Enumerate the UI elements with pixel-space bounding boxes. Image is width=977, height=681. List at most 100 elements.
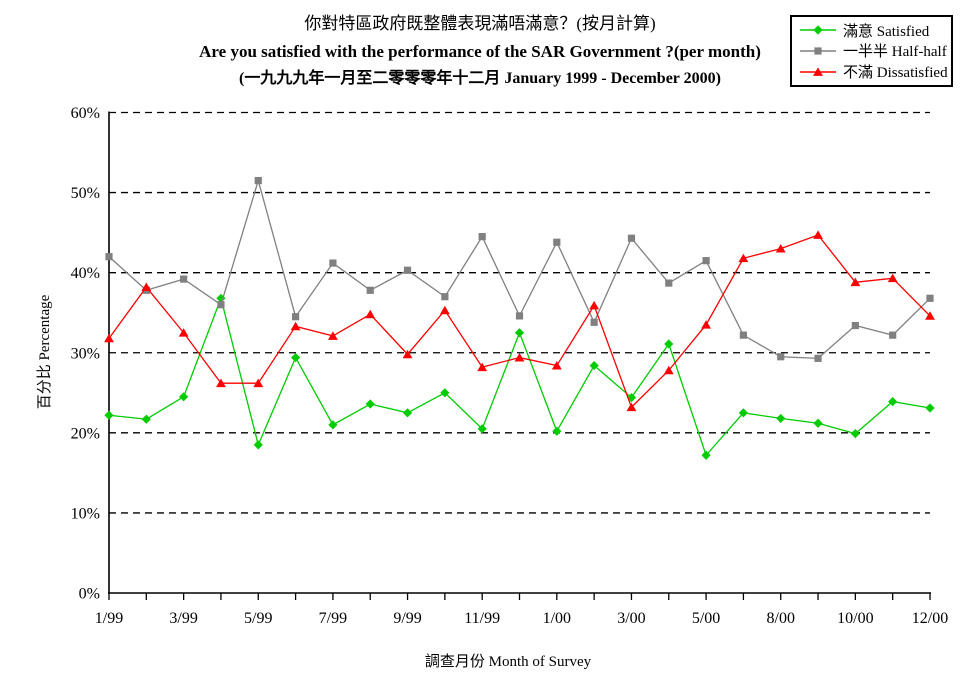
data-point-halfhalf	[515, 312, 524, 320]
data-point-satisfied	[813, 418, 823, 428]
data-point-satisfied	[179, 392, 189, 402]
data-point-halfhalf	[403, 266, 412, 274]
data-point-dissatisfied	[178, 328, 189, 337]
legend-label-satisfied: 滿意 Satisfied	[843, 23, 930, 40]
x-tick-label: 9/99	[393, 610, 421, 627]
legend-sample-marker	[813, 67, 823, 76]
data-point-satisfied	[440, 388, 450, 398]
legend-sample-marker	[813, 25, 823, 35]
chart-title-chinese: 你對特區政府既整體表現滿唔滿意？(按月計算)	[304, 14, 656, 33]
x-tick-label: 7/99	[319, 610, 347, 627]
data-point-dissatisfied	[626, 402, 637, 412]
data-point-dissatisfied	[551, 360, 562, 370]
data-point-halfhalf	[926, 294, 934, 302]
data-point-dissatisfied	[701, 320, 711, 329]
data-point-satisfied	[253, 440, 263, 450]
data-point-dissatisfied	[738, 253, 749, 263]
data-point-dissatisfied	[775, 244, 786, 253]
data-point-satisfied	[365, 399, 375, 409]
data-point-halfhalf	[329, 259, 337, 267]
legend-item-halfhalf: 一半半 Half-half	[798, 41, 947, 61]
data-point-halfhalf	[889, 331, 897, 339]
data-point-satisfied	[850, 429, 860, 439]
data-point-dissatisfied	[589, 300, 600, 310]
data-point-halfhalf	[777, 353, 785, 361]
data-point-satisfied	[328, 420, 338, 430]
data-point-satisfied	[738, 408, 749, 418]
data-point-dissatisfied	[813, 230, 823, 239]
data-point-dissatisfied	[514, 352, 525, 362]
series-line-dissatisfied	[108, 234, 931, 409]
satisfied-line-marker-icon	[800, 25, 836, 35]
data-point-satisfied	[925, 403, 935, 413]
data-point-dissatisfied	[141, 282, 152, 291]
data-point-dissatisfied	[328, 331, 338, 340]
x-axis-title: 調查月份 Month of Survey	[424, 654, 592, 670]
data-point-dissatisfied	[104, 333, 114, 343]
data-point-satisfied	[477, 424, 487, 434]
data-point-satisfied	[104, 410, 114, 420]
data-point-satisfied	[701, 450, 711, 460]
data-point-satisfied	[589, 360, 599, 371]
data-point-halfhalf	[105, 253, 113, 261]
dissatisfied-line-marker-icon	[800, 67, 836, 76]
x-tick-label: 3/99	[169, 610, 197, 627]
data-point-halfhalf	[441, 293, 449, 301]
x-tick-label: 11/99	[464, 610, 500, 627]
data-point-halfhalf	[814, 354, 822, 362]
data-point-satisfied	[514, 328, 525, 338]
x-tick-label: 8/00	[767, 610, 795, 627]
data-point-dissatisfied	[253, 378, 264, 388]
legend-label-dissatisfied: 不滿 Dissatisfied	[843, 65, 948, 82]
series-line-satisfied	[108, 296, 931, 457]
data-point-satisfied	[290, 352, 301, 363]
data-point-dissatisfied	[402, 349, 413, 359]
data-point-halfhalf	[478, 233, 486, 241]
data-point-halfhalf	[739, 331, 748, 339]
data-point-dissatisfied	[439, 305, 450, 315]
data-point-satisfied	[141, 414, 151, 424]
data-point-satisfied	[552, 426, 562, 436]
data-point-satisfied	[888, 397, 898, 407]
legend: 滿意 Satisfied 一半半 Half-half 不滿 Dissatisfi…	[790, 15, 953, 87]
data-point-dissatisfied	[663, 365, 674, 375]
data-point-satisfied	[402, 408, 413, 418]
data-point-halfhalf	[665, 279, 673, 287]
data-point-halfhalf	[254, 176, 262, 185]
data-point-halfhalf	[851, 321, 859, 330]
x-tick-label: 1/99	[95, 610, 123, 627]
y-tick-label: 0%	[79, 586, 100, 603]
data-point-halfhalf	[217, 301, 225, 309]
y-tick-label: 60%	[71, 105, 100, 122]
x-tick-label: 10/00	[837, 610, 873, 627]
y-tick-label: 20%	[71, 425, 100, 442]
x-tick-label: 5/99	[244, 610, 272, 627]
data-point-dissatisfied	[887, 273, 898, 283]
data-point-halfhalf	[291, 313, 300, 321]
data-point-halfhalf	[366, 286, 374, 294]
legend-item-dissatisfied: 不滿 Dissatisfied	[798, 62, 948, 82]
data-point-halfhalf	[553, 238, 561, 246]
y-tick-label: 10%	[71, 505, 100, 522]
data-point-halfhalf	[180, 275, 188, 283]
data-point-dissatisfied	[850, 277, 861, 287]
y-tick-label: 30%	[71, 345, 100, 362]
data-point-dissatisfied	[216, 378, 226, 388]
x-tick-label: 1/00	[543, 610, 571, 627]
legend-sample-marker	[814, 47, 822, 55]
data-point-halfhalf	[590, 318, 598, 326]
data-point-halfhalf	[627, 234, 636, 242]
x-tick-label: 12/00	[912, 610, 948, 627]
data-point-dissatisfied	[925, 311, 935, 320]
data-point-dissatisfied	[365, 309, 376, 319]
data-point-dissatisfied	[290, 321, 301, 331]
chart-title-daterange: (一九九九年一月至二零零零年十二月 January 1999 - Decembe…	[239, 70, 721, 87]
y-tick-label: 40%	[71, 265, 100, 282]
x-tick-label: 3/00	[617, 610, 645, 627]
data-point-halfhalf	[702, 257, 710, 265]
y-tick-label: 50%	[71, 185, 100, 202]
chart-title-block: 你對特區政府既整體表現滿唔滿意？(按月計算) Are you satisfied…	[0, 10, 960, 92]
y-axis-title: 百分比 Percentage	[37, 294, 53, 410]
